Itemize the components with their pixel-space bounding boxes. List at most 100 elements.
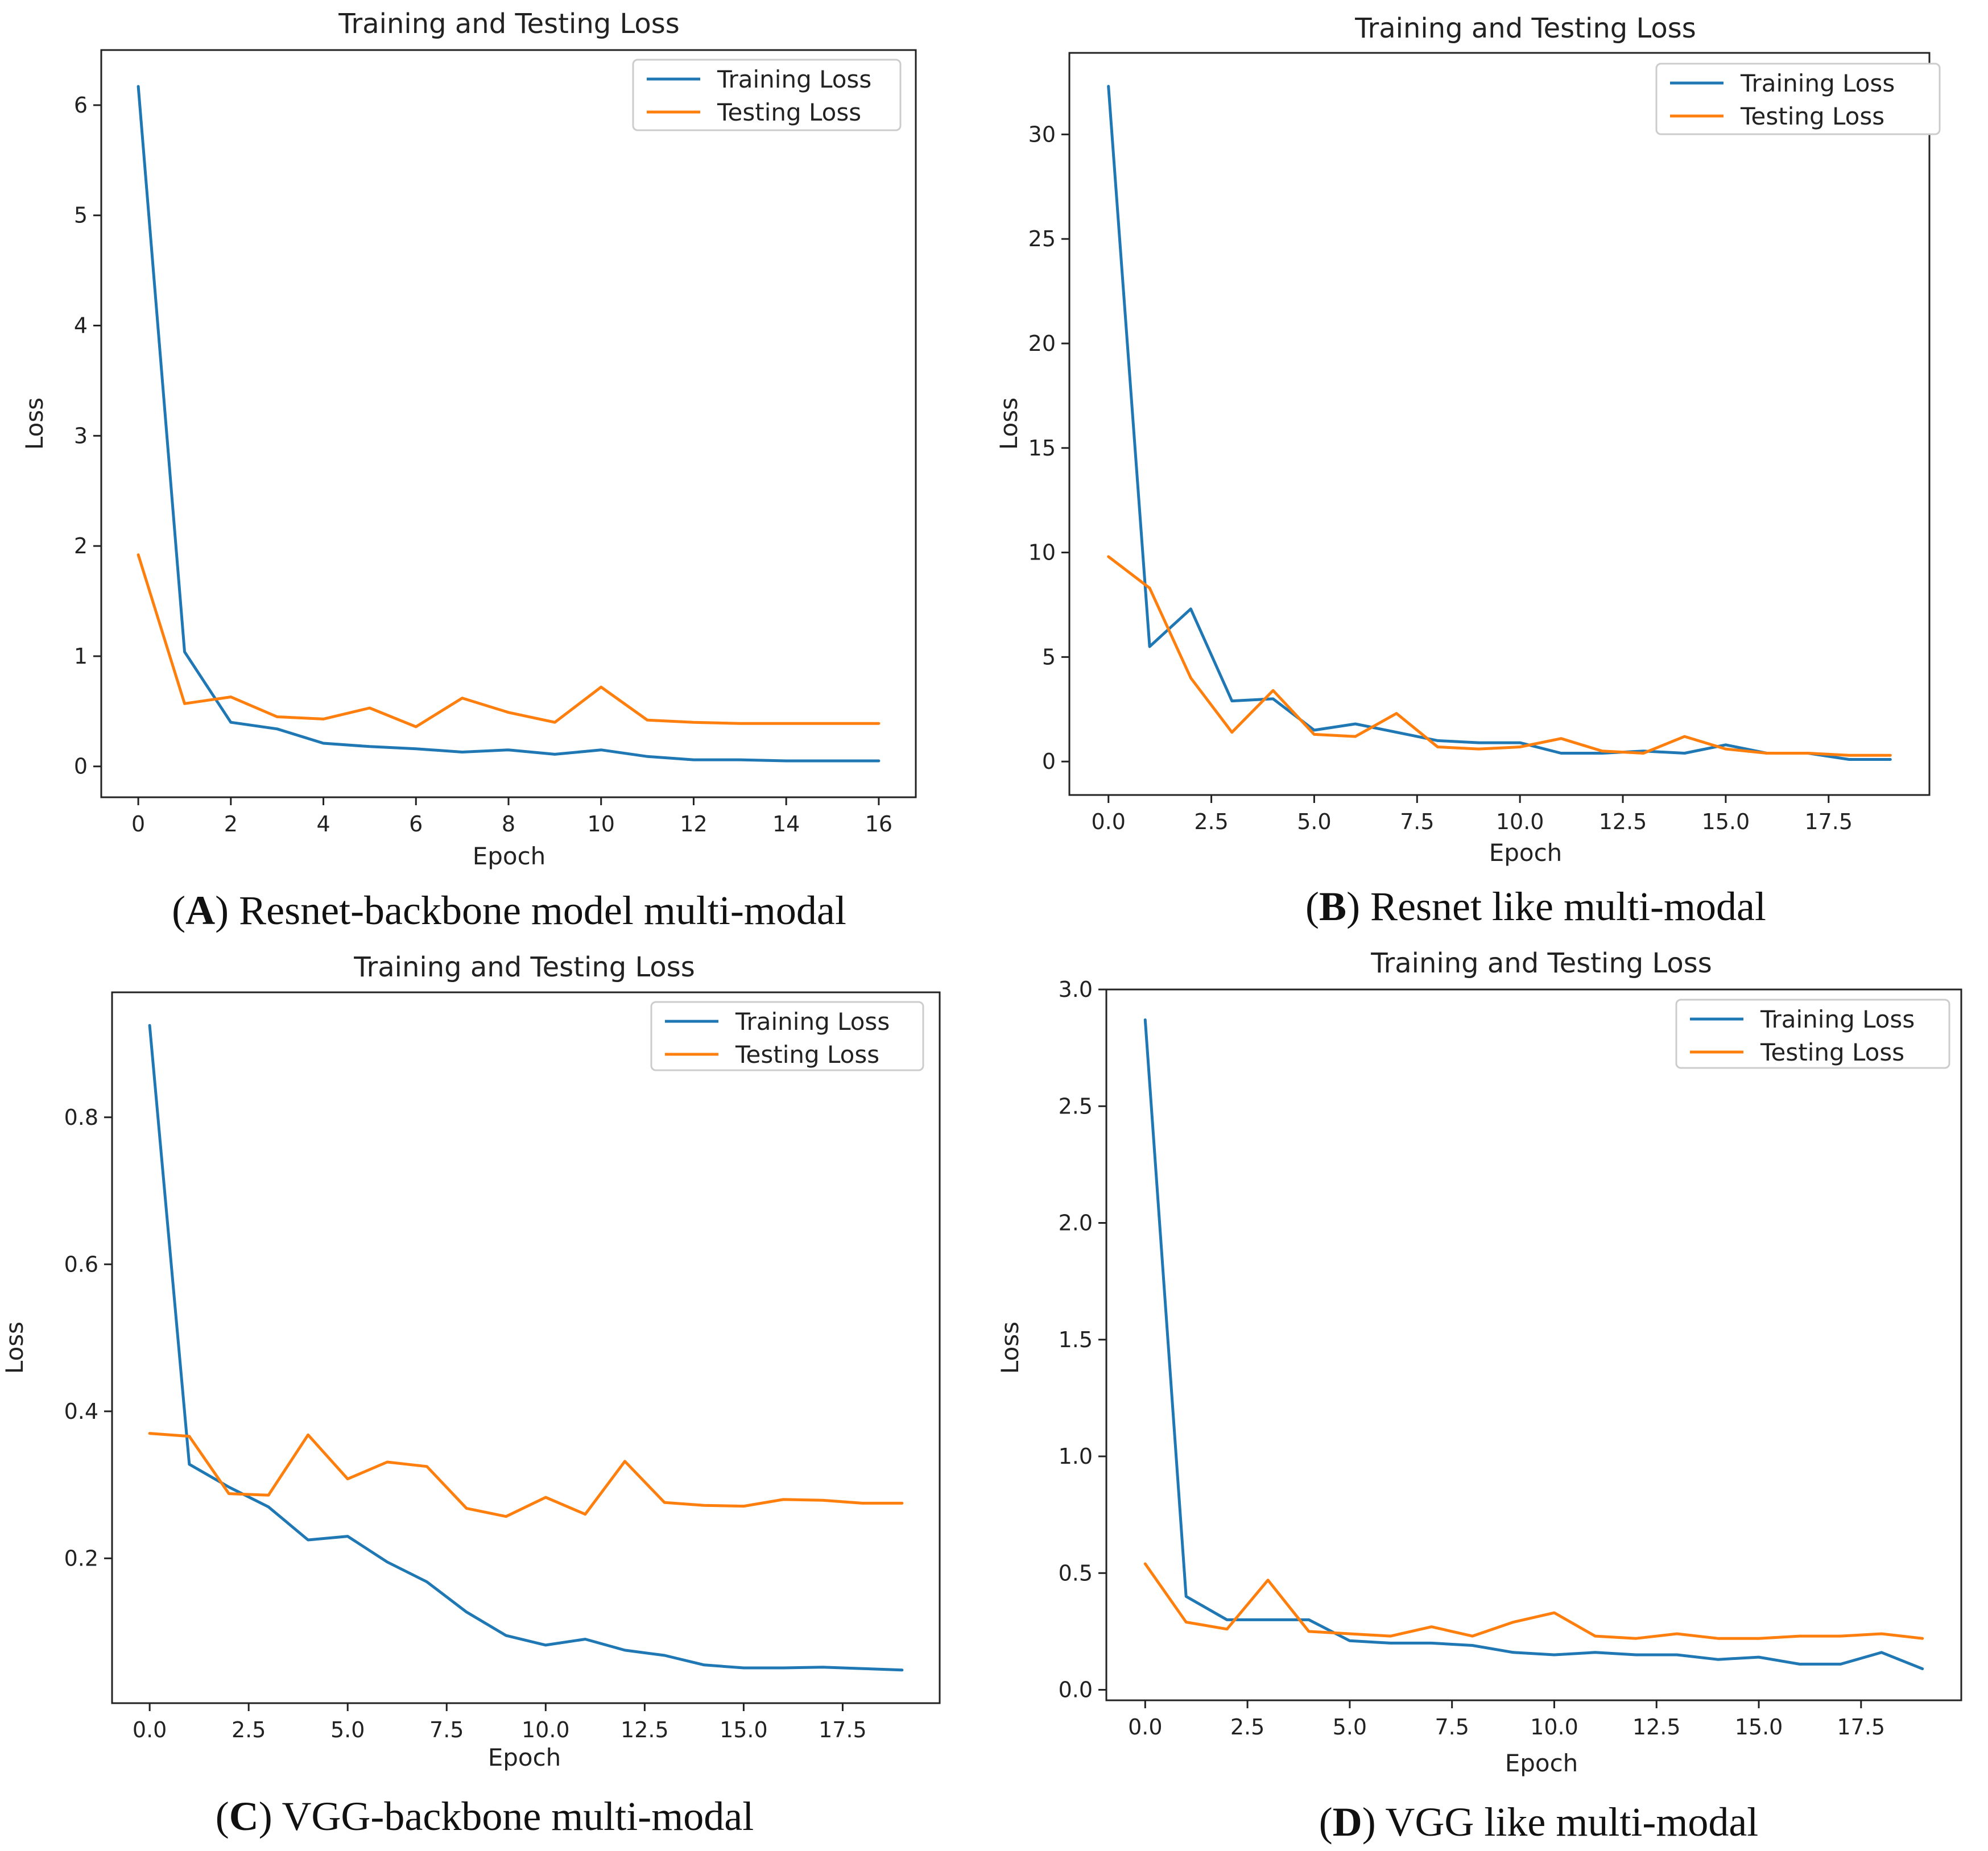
x-tick-label: 17.5 [1837, 1715, 1886, 1740]
training-loss-line [1107, 85, 1892, 761]
x-tick-label: 15.0 [1702, 809, 1750, 834]
axes-frame [1105, 988, 1962, 1701]
legend-entry: Testing Loss [717, 98, 861, 126]
y-tick-label: 0 [74, 754, 88, 779]
x-tick-label: 17.5 [819, 1717, 867, 1742]
y-tick-label: 5 [74, 203, 88, 228]
legend-entry: Training Loss [1760, 1005, 1915, 1033]
legend: Training Loss Testing Loss [632, 59, 902, 131]
x-tick-label: 12.5 [1599, 809, 1647, 834]
legend-entry: Testing Loss [1760, 1038, 1904, 1066]
caption-text: VGG like multi-modal [1385, 1799, 1758, 1845]
axes-frame [111, 991, 941, 1704]
legend-entry: Training Loss [717, 65, 871, 93]
x-axis-label: Epoch [488, 1744, 561, 1771]
legend-entry: Testing Loss [735, 1041, 879, 1069]
caption-text: VGG-backbone multi-modal [282, 1794, 754, 1839]
panel-caption: (D) VGG like multi-modal [1319, 1799, 1759, 1845]
caption-letter: D [1333, 1799, 1362, 1845]
y-axis-label: Loss [20, 397, 48, 450]
caption-text: Resnet like multi-modal [1370, 884, 1766, 929]
testing-loss-line [1107, 555, 1892, 757]
x-tick-label: 7.5 [429, 1717, 464, 1742]
caption-letter: C [229, 1794, 259, 1839]
chart-title: Training and Testing Loss [1370, 947, 1712, 979]
y-tick-label: 0.5 [1059, 1560, 1093, 1585]
x-tick-label: 12 [680, 811, 707, 837]
y-tick-label: 1.0 [1059, 1444, 1093, 1469]
legend-box [650, 1001, 924, 1071]
testing-loss-line [148, 1432, 904, 1518]
y-tick-label: 0.8 [64, 1105, 98, 1130]
caption-letter: B [1319, 884, 1346, 929]
panel-caption: (A) Resnet-backbone model multi-modal [172, 888, 846, 933]
caption-text: Resnet-backbone model multi-modal [239, 888, 846, 933]
legend-entry: Testing Loss [1740, 102, 1884, 130]
y-tick-label: 4 [74, 313, 88, 338]
x-tick-label: 5.0 [1333, 1715, 1367, 1740]
y-tick-label: 5 [1042, 644, 1056, 669]
x-tick-label: 2.5 [232, 1717, 266, 1742]
x-tick-label: 6 [409, 811, 423, 837]
testing-loss-line [1143, 1562, 1924, 1640]
y-tick-label: 10 [1028, 540, 1056, 565]
y-tick-label: 0 [1042, 749, 1056, 774]
y-tick-label: 15 [1028, 436, 1056, 461]
y-tick-label: 2 [74, 533, 88, 558]
y-axis-label: Loss [996, 1322, 1024, 1374]
y-tick-label: 3.0 [1059, 977, 1093, 1002]
x-tick-label: 10 [588, 811, 615, 837]
x-tick-label: 10.0 [522, 1717, 570, 1742]
x-tick-label: 7.5 [1400, 809, 1434, 834]
training-loss-line [148, 1024, 904, 1672]
y-tick-label: 1.5 [1059, 1327, 1093, 1352]
x-tick-label: 0.0 [133, 1717, 167, 1742]
x-tick-label: 17.5 [1804, 809, 1853, 834]
y-tick-label: 1 [74, 644, 88, 669]
y-axis-label: Loss [995, 397, 1023, 450]
x-tick-label: 2.5 [1230, 1715, 1264, 1740]
legend: Training Loss Testing Loss [1655, 63, 1941, 135]
x-axis-label: Epoch [1505, 1749, 1578, 1777]
chart-panel-c: Training and Testing Loss 0.0 2.5 5.0 7.5 10.… [1, 951, 941, 1839]
legend-entry: Training Loss [735, 1008, 890, 1036]
axes-frame [1068, 52, 1931, 796]
chart-title: Training and Testing Loss [353, 951, 695, 983]
legend-box [1675, 999, 1950, 1069]
x-tick-label: 15.0 [720, 1717, 768, 1742]
x-tick-label: 10.0 [1530, 1715, 1578, 1740]
x-tick-label: 0.0 [1128, 1715, 1162, 1740]
y-tick-label: 3 [74, 423, 88, 448]
legend: Training Loss Testing Loss [650, 1001, 924, 1071]
y-tick-label: 2.5 [1059, 1094, 1093, 1119]
x-tick-label: 15.0 [1735, 1715, 1783, 1740]
chart-title: Training and Testing Loss [1354, 13, 1696, 44]
panel-caption: (C) VGG-backbone multi-modal [216, 1794, 754, 1839]
x-tick-label: 10.0 [1496, 809, 1544, 834]
x-tick-label: 5.0 [330, 1717, 365, 1742]
x-tick-label: 0 [131, 811, 145, 837]
legend-box [1655, 63, 1941, 135]
x-tick-label: 16 [865, 811, 892, 837]
axes-frame [100, 49, 917, 798]
y-tick-label: 0.0 [1059, 1678, 1093, 1703]
x-tick-label: 2.5 [1194, 809, 1228, 834]
x-axis-label: Epoch [1489, 839, 1563, 867]
x-tick-label: 12.5 [1632, 1715, 1681, 1740]
y-tick-label: 0.4 [64, 1399, 98, 1424]
legend-entry: Training Loss [1740, 69, 1895, 97]
y-tick-label: 30 [1028, 122, 1056, 147]
x-tick-label: 4 [316, 811, 330, 837]
y-tick-label: 20 [1028, 331, 1056, 356]
y-tick-label: 0.6 [64, 1252, 98, 1277]
y-tick-label: 2.0 [1059, 1211, 1093, 1236]
x-tick-label: 8 [502, 811, 515, 837]
y-tick-label: 0.2 [64, 1546, 98, 1571]
x-tick-label: 2 [224, 811, 238, 837]
chart-panel-d: Training and Testing Loss 0.0 2.5 5.0 7.5 10.… [996, 947, 1962, 1845]
x-axis-label: Epoch [473, 842, 546, 870]
panel-caption: (B) Resnet like multi-modal [1305, 884, 1766, 929]
x-tick-label: 14 [772, 811, 800, 837]
chart-title: Training and Testing Loss [338, 8, 680, 40]
